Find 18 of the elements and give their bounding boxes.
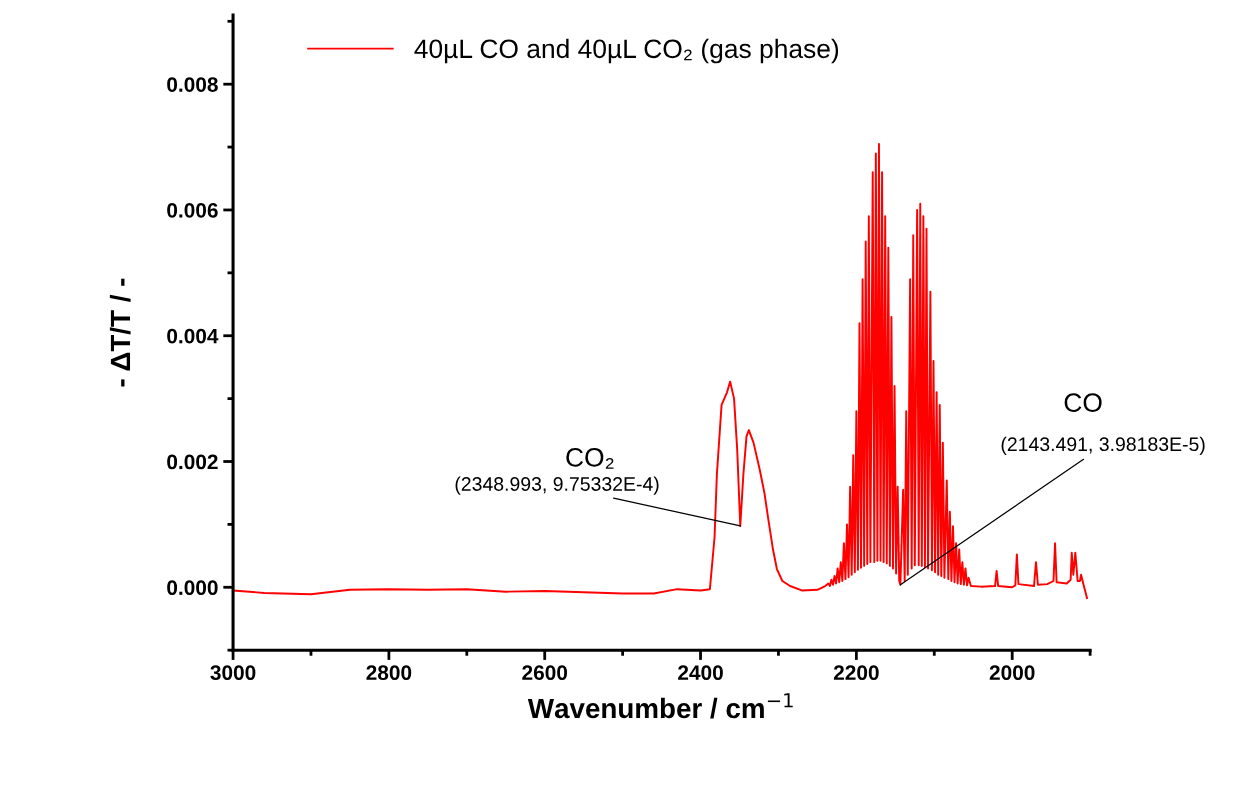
y-axis-title: - ΔT/T / - xyxy=(109,278,131,387)
y-tick-label: 0.002 xyxy=(167,454,218,470)
annotation: (2348.993, 9.75332E-4) xyxy=(455,476,659,495)
annotation: CO₂ xyxy=(566,448,614,469)
x-tick-label: 2800 xyxy=(366,665,412,681)
x-tick-label: 3000 xyxy=(210,665,256,681)
y-tick-label: 0.008 xyxy=(167,77,218,92)
y-tick-label: 0.000 xyxy=(167,580,218,596)
x-axis-title: Wavenumber / cm$^{−1}$ xyxy=(527,693,793,719)
x-tick-label: 2000 xyxy=(989,665,1035,681)
x-tick-label: 2400 xyxy=(678,665,723,681)
x-tick-label: 2200 xyxy=(833,665,879,681)
annotation: (2143.491, 3.98183E-5) xyxy=(1001,436,1205,455)
legend-label: 40µL CO and 40µL CO₂ (gas phase) xyxy=(414,38,839,64)
y-tick-label: 0.004 xyxy=(167,328,219,344)
y-tick-label: 0.006 xyxy=(167,202,218,218)
annotation: CO xyxy=(1064,393,1102,412)
x-tick-label: 2600 xyxy=(522,665,568,681)
